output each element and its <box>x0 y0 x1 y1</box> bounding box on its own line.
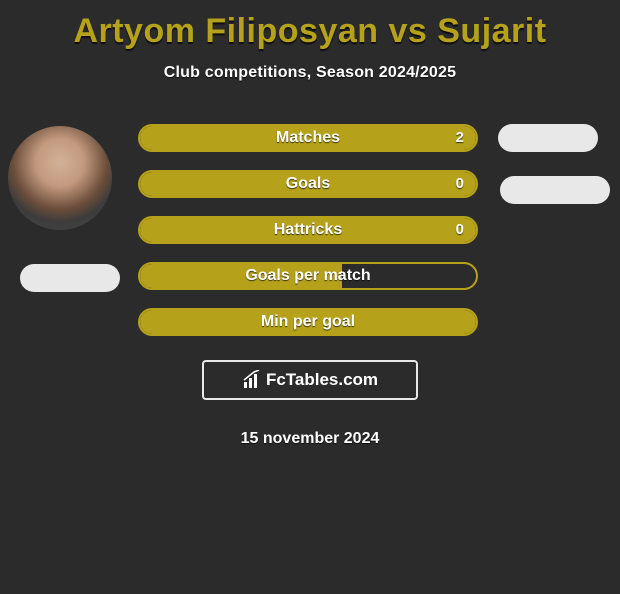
stat-label: Goals <box>140 172 476 196</box>
player-name-pill-left <box>20 264 120 292</box>
player-name-pill-right-2 <box>500 176 610 204</box>
player-avatar-left <box>8 126 112 230</box>
stat-bar-list: Matches2Goals0Hattricks0Goals per matchM… <box>138 124 478 354</box>
date-text: 15 november 2024 <box>0 430 620 448</box>
stat-bar: Hattricks0 <box>138 216 478 244</box>
comparison-area: Matches2Goals0Hattricks0Goals per matchM… <box>0 116 620 456</box>
subtitle: Club competitions, Season 2024/2025 <box>0 64 620 82</box>
stat-label: Min per goal <box>140 310 476 334</box>
brand-box[interactable]: FcTables.com <box>202 360 418 400</box>
page-title: Artyom Filiposyan vs Sujarit <box>0 14 620 50</box>
stat-label: Goals per match <box>140 264 476 288</box>
stat-bar: Matches2 <box>138 124 478 152</box>
stat-label: Hattricks <box>140 218 476 242</box>
stat-label: Matches <box>140 126 476 150</box>
player-name-pill-right-1 <box>498 124 598 152</box>
stat-value: 2 <box>456 126 464 150</box>
chart-bars-icon <box>242 370 262 390</box>
stat-bar: Goals0 <box>138 170 478 198</box>
brand-text: FcTables.com <box>266 370 378 390</box>
stat-bar: Goals per match <box>138 262 478 290</box>
stat-value: 0 <box>456 172 464 196</box>
stat-bar: Min per goal <box>138 308 478 336</box>
stat-value: 0 <box>456 218 464 242</box>
